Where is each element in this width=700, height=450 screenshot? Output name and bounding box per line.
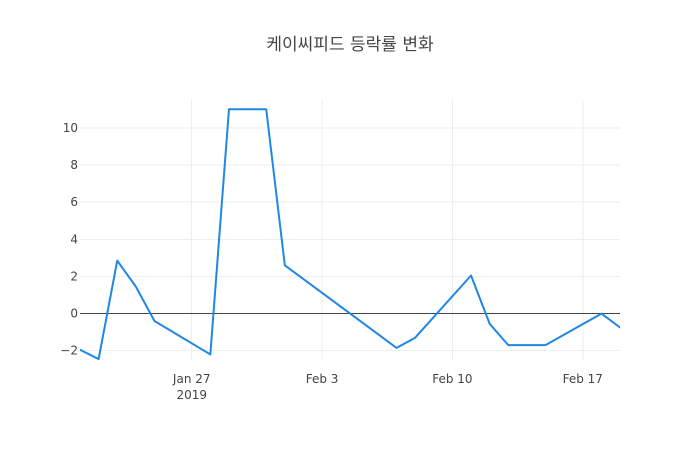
x-tick-label: Feb 17 (563, 372, 603, 386)
x-tick-label: Jan 27 (172, 372, 211, 386)
series (80, 108, 620, 361)
grid (80, 100, 620, 360)
y-tick-label: 10 (63, 121, 78, 135)
y-tick-label: 6 (70, 195, 78, 209)
x-tick-year-label: 2019 (176, 388, 207, 402)
chart-title: 케이씨피드 등락률 변화 (266, 35, 434, 55)
y-tick-label: 4 (70, 232, 78, 246)
y-tick-label: 8 (70, 158, 78, 172)
y-tick-label: −2 (60, 344, 78, 358)
y-tick-label: 2 (70, 269, 78, 283)
axes: Jan 27 2019 Feb 3 Feb 10 Feb 17 −2 0 2 4 6 8 10 (60, 121, 620, 402)
x-tick-label: Feb 10 (432, 372, 472, 386)
y-tick-label: 0 (70, 307, 78, 321)
x-tick-label: Feb 3 (306, 372, 339, 386)
series-line (80, 108, 620, 361)
